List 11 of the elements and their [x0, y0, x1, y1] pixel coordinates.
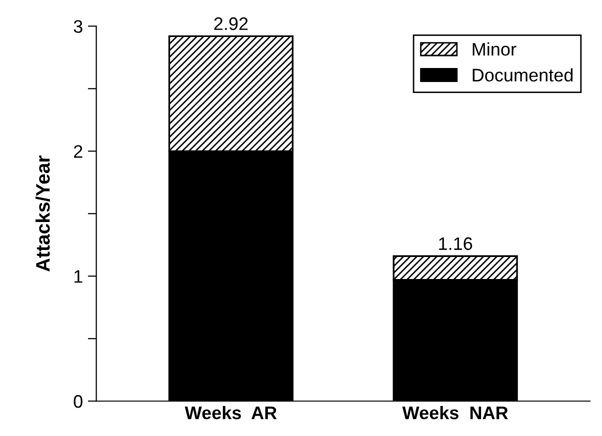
x-tick-label: Weeks AR: [184, 406, 277, 420]
y-axis-title: Attacks/Year: [36, 156, 50, 272]
total-label: 2.92: [214, 17, 248, 30]
legend-label: Documented: [472, 68, 573, 82]
y-tick-label: 1: [74, 270, 82, 283]
total-label: 1.16: [439, 237, 472, 250]
y-tick-label: 0: [74, 395, 82, 408]
legend-label: Minor: [472, 42, 516, 56]
y-tick-label: 2: [74, 145, 82, 158]
x-tick-label: Weeks NAR: [402, 406, 508, 420]
y-tick-label: 3: [74, 20, 82, 33]
